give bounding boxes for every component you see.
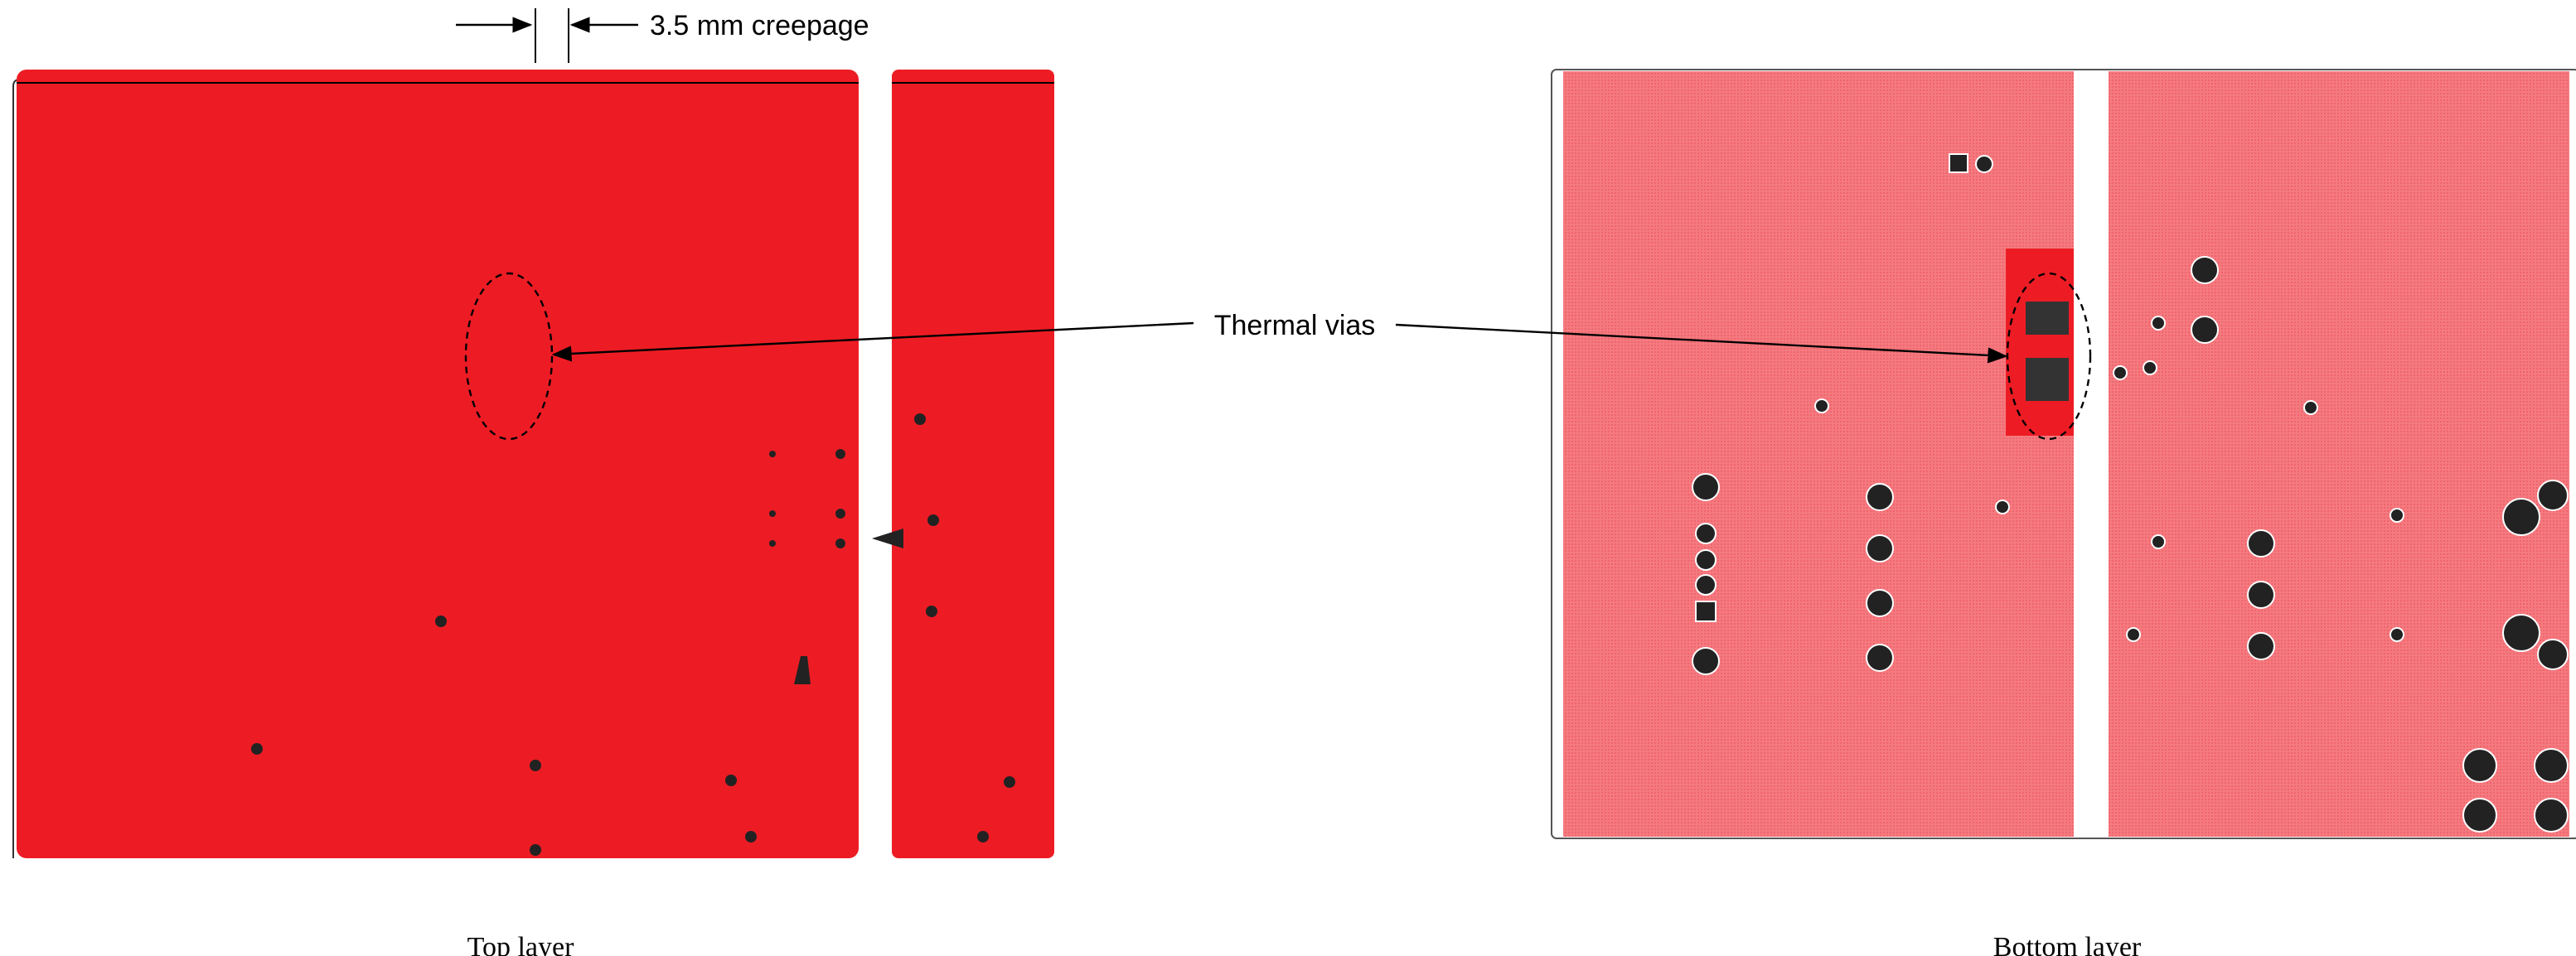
creepage-label: 3.5 mm creepage [650, 10, 869, 41]
bottom-layer-caption: Bottom layer [1993, 932, 2142, 956]
top-layer [12, 8, 1054, 858]
top-layer-caption: Top layer [467, 932, 575, 956]
bottom-layer [1551, 69, 2576, 839]
thermal-vias-label: Thermal vias [1214, 310, 1376, 341]
